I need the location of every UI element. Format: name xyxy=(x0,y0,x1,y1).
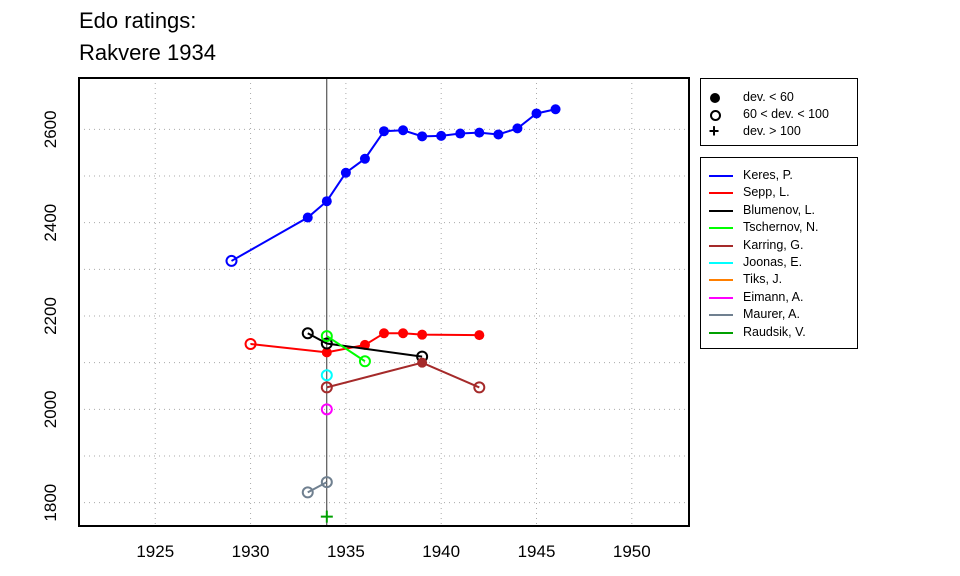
series-line xyxy=(326,361,480,389)
data-point xyxy=(301,486,314,499)
legend-label: Keres, P. xyxy=(743,168,793,182)
legend-label: Karring, G. xyxy=(743,237,804,252)
open-circle-icon xyxy=(710,110,721,121)
x-tick-label: 1940 xyxy=(422,542,460,561)
chart-title-line-1: Edo ratings: xyxy=(79,8,197,33)
legend-row: Keres, P. xyxy=(701,167,857,185)
legend-row-low-dev: dev. < 60 xyxy=(701,89,857,107)
legend-row-high-dev: + dev. > 100 xyxy=(701,121,857,141)
x-tick-label: 1950 xyxy=(613,542,651,561)
data-point xyxy=(493,129,504,140)
plot-frame xyxy=(78,77,690,527)
data-point xyxy=(320,476,333,489)
data-point xyxy=(320,337,333,350)
legend-label: dev. < 60 xyxy=(743,90,794,104)
series-line xyxy=(307,481,328,494)
legend-row: Raudsik, V. xyxy=(701,324,857,342)
legend-swatch xyxy=(709,262,733,264)
legend-label: Joonas, E. xyxy=(743,255,803,269)
x-tick-label: 1925 xyxy=(136,542,174,561)
legend-swatch xyxy=(709,279,733,282)
data-point xyxy=(417,357,428,368)
series-line xyxy=(307,332,423,358)
legend-swatch xyxy=(709,296,733,299)
legend-label: 60 < dev. < 100 xyxy=(743,107,829,121)
series-line xyxy=(326,335,366,363)
legend-label: Tschernov, N. xyxy=(743,220,819,235)
data-point xyxy=(550,104,561,115)
legend-row: Tschernov, N. xyxy=(701,219,857,237)
data-point xyxy=(321,347,332,358)
y-tick-label: 2600 xyxy=(41,110,60,148)
data-point xyxy=(244,338,257,350)
data-point xyxy=(417,329,428,340)
legend-label: dev. > 100 xyxy=(743,124,801,138)
data-point xyxy=(512,123,523,134)
data-point xyxy=(320,510,333,523)
data-point xyxy=(302,212,313,223)
legend-swatch xyxy=(709,314,733,317)
legend-label: Sepp, L. xyxy=(743,185,790,200)
legend-row: Sepp, L. xyxy=(701,184,857,202)
data-point xyxy=(473,381,486,394)
data-point xyxy=(340,167,351,178)
data-point xyxy=(301,327,314,340)
data-point xyxy=(474,127,485,138)
player-legend: Keres, P. Sepp, L. Blumenov, L. Tschernov, … xyxy=(700,157,858,349)
legend-swatch xyxy=(709,175,733,177)
data-point xyxy=(320,330,333,343)
legend-label: Raudsik, V. xyxy=(743,324,806,339)
legend-row: Maurer, A. xyxy=(701,306,857,324)
data-point xyxy=(320,369,333,382)
data-point xyxy=(358,355,371,368)
y-tick-label: 1800 xyxy=(41,484,60,522)
data-point xyxy=(531,108,542,119)
legend-row: Karring, G. xyxy=(701,237,857,255)
legend-swatch xyxy=(709,244,733,247)
data-point xyxy=(474,330,485,341)
x-tick-label: 1930 xyxy=(232,542,270,561)
legend-label: Eimann, A. xyxy=(743,289,804,304)
y-tick-label: 2200 xyxy=(41,297,60,335)
series-line xyxy=(231,108,556,262)
data-point xyxy=(417,131,428,142)
data-point xyxy=(436,130,447,141)
data-point xyxy=(320,403,333,416)
data-point xyxy=(225,254,238,267)
legend-swatch xyxy=(709,192,733,195)
legend-swatch xyxy=(709,209,733,212)
data-point xyxy=(455,128,466,139)
y-tick-label: 2000 xyxy=(41,390,60,428)
data-point xyxy=(320,381,333,394)
y-tick-label: 2400 xyxy=(41,204,60,242)
data-point xyxy=(398,328,409,339)
data-point xyxy=(321,196,332,207)
x-tick-label: 1945 xyxy=(518,542,556,561)
legend-label: Blumenov, L. xyxy=(743,202,816,217)
data-point xyxy=(379,126,389,137)
legend-swatch xyxy=(709,331,733,334)
legend-row-mid-dev: 60 < dev. < 100 xyxy=(701,106,857,124)
filled-circle-icon xyxy=(710,93,720,103)
data-point xyxy=(359,153,370,164)
legend-label: Tiks, J. xyxy=(743,272,783,287)
legend-row: Blumenov, L. xyxy=(701,202,857,220)
x-tick-label: 1935 xyxy=(327,542,365,561)
plus-icon: + xyxy=(708,121,720,141)
chart-title-line-2: Rakvere 1934 xyxy=(79,40,216,65)
legend-row: Tiks, J. xyxy=(701,271,857,289)
deviation-legend: dev. < 60 60 < dev. < 100 + dev. > 100 xyxy=(700,78,858,146)
legend-row: Eimann, A. xyxy=(701,289,857,307)
legend-label: Maurer, A. xyxy=(743,307,800,322)
legend-swatch xyxy=(709,227,733,230)
data-point xyxy=(398,125,409,136)
legend-row: Joonas, E. xyxy=(701,254,857,272)
data-point xyxy=(379,328,389,339)
